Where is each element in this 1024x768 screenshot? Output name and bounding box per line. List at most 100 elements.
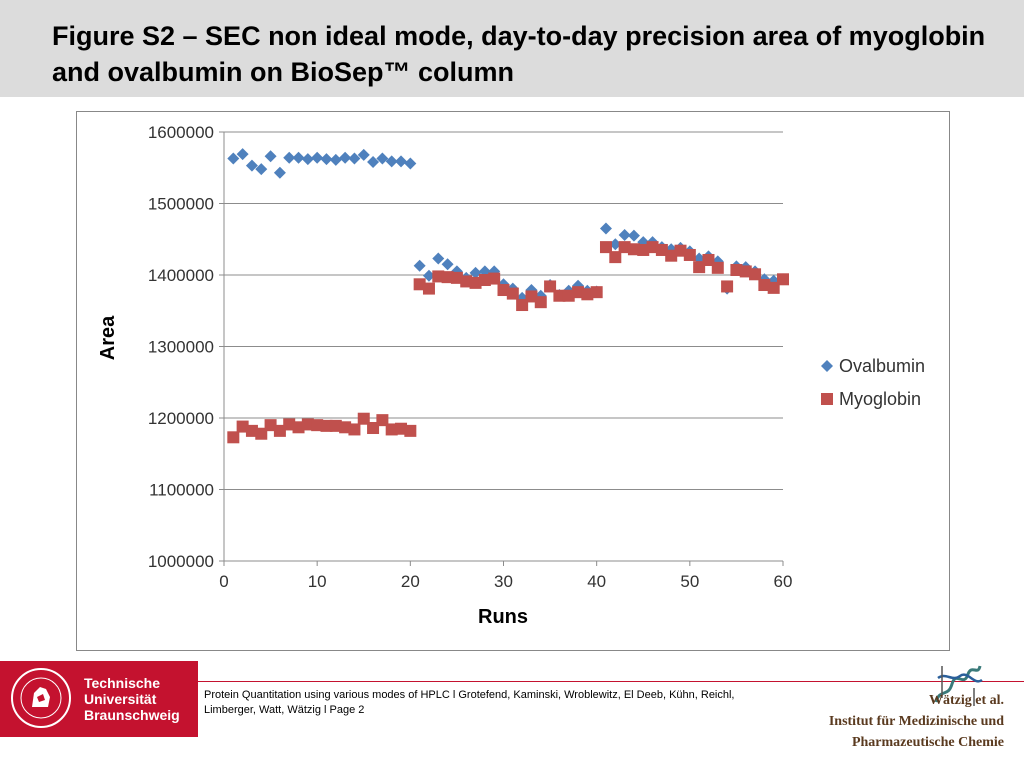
myoglobin-point [618, 241, 631, 254]
data-points [227, 148, 789, 444]
myoglobin-point [460, 275, 473, 288]
ovalbumin-point [273, 166, 286, 179]
myoglobin-point [376, 414, 389, 427]
university-name-line-3: Braunschweig [84, 707, 180, 723]
myoglobin-point [749, 268, 762, 281]
y-tick-label: 1400000 [148, 266, 214, 285]
grid-lines [224, 131, 783, 562]
myoglobin-point [450, 271, 463, 284]
university-logo: Technische Universität Braunschweig [0, 661, 198, 737]
ovalbumin-point [357, 148, 370, 161]
ovalbumin-point [283, 151, 296, 164]
slide-title: Figure S2 – SEC non ideal mode, day-to-d… [52, 21, 986, 87]
myoglobin-point [311, 419, 324, 432]
myoglobin-point [339, 421, 352, 434]
ovalbumin-point [348, 152, 361, 165]
myoglobin-point [562, 289, 575, 302]
institute-line-2: Pharmazeutische Chemie [851, 735, 1004, 750]
ovalbumin-point [264, 150, 277, 163]
ovalbumin-point [301, 153, 314, 166]
myoglobin-point [395, 422, 408, 435]
myoglobin-point [227, 431, 240, 444]
legend: Ovalbumin Myoglobin [821, 356, 925, 409]
x-tick-label: 10 [308, 572, 327, 591]
myoglobin-point [581, 288, 594, 301]
citation-line-1: Protein Quantitation using various modes… [204, 689, 735, 701]
myoglobin-point [693, 261, 706, 274]
x-tick-label: 40 [587, 572, 606, 591]
myoglobin-point [488, 272, 501, 285]
ovalbumin-point [395, 155, 408, 168]
ovalbumin-point [609, 238, 622, 251]
y-axis-label: Area [97, 315, 119, 360]
myoglobin-point [525, 290, 538, 303]
x-tick-label: 50 [680, 572, 699, 591]
ovalbumin-point [255, 163, 268, 176]
ovalbumin-point [422, 269, 435, 282]
ovalbumin-point [599, 222, 612, 235]
university-name: Technische Universität Braunschweig [84, 675, 180, 723]
x-tick-labels: 0 10 20 30 40 50 60 [219, 572, 792, 591]
myoglobin-point [534, 296, 547, 309]
y-tick-label: 1500000 [148, 195, 214, 214]
ovalbumin-point [329, 153, 342, 166]
myoglobin-point [422, 282, 435, 295]
myoglobin-point [683, 248, 696, 261]
ovalbumin-point [320, 153, 333, 166]
myoglobin-point [301, 418, 314, 431]
ovalbumin-point [441, 258, 454, 271]
myoglobin-point [413, 278, 426, 291]
x-tick-label: 60 [774, 572, 793, 591]
scatter-chart: 1000000 1100000 1200000 1300000 1400000 15000… [97, 123, 925, 628]
legend-myoglobin-symbol [821, 393, 833, 405]
myoglobin-point [711, 261, 724, 274]
university-name-line-1: Technische [84, 675, 160, 691]
myoglobin-point [385, 423, 398, 436]
legend-ovalbumin-symbol [821, 360, 833, 372]
title-bar [0, 0, 1024, 97]
myoglobin-point [292, 421, 305, 434]
ovalbumin-point [236, 148, 249, 161]
myoglobin-point [329, 419, 342, 432]
x-axis-label: Runs [478, 606, 528, 628]
myoglobin-point [767, 281, 780, 294]
myoglobin-point [553, 289, 566, 302]
institute-line-1: Institut für Medizinische und [828, 714, 1004, 729]
ovalbumin-point [367, 156, 380, 169]
myoglobin-point [255, 427, 268, 440]
myoglobin-point [441, 271, 454, 284]
myoglobin-point [609, 251, 622, 264]
university-seal-icon [11, 668, 71, 728]
myoglobin-point [404, 424, 417, 437]
y-tick-label: 1000000 [148, 552, 214, 571]
myoglobin-point [599, 241, 612, 254]
y-tick-label: 1200000 [148, 409, 214, 428]
legend-ovalbumin-label: Ovalbumin [839, 356, 925, 376]
author-name: Wätzig et al. [928, 693, 1004, 708]
ovalbumin-point [404, 157, 417, 170]
myoglobin-point [264, 419, 277, 432]
citation-line-2: Limberger, Watt, Wätzig l Page 2 [204, 704, 365, 716]
myoglobin-point [590, 286, 603, 299]
myoglobin-point [273, 424, 286, 437]
myoglobin-point [357, 412, 370, 425]
university-name-line-2: Universität [84, 691, 157, 707]
ovalbumin-point [469, 266, 482, 279]
footer-divider [198, 681, 1024, 682]
chart-frame: 1000000 1100000 1200000 1300000 1400000 15000… [76, 111, 950, 651]
ovalbumin-point [385, 155, 398, 168]
myoglobin-point [665, 249, 678, 262]
ovalbumin-point [413, 259, 426, 272]
ovalbumin-point [525, 284, 538, 297]
ovalbumin-point [227, 152, 240, 165]
footer-citation: Protein Quantitation using various modes… [204, 688, 794, 718]
x-tick-label: 0 [219, 572, 228, 591]
myoglobin-point [478, 274, 491, 287]
myoglobin-point [655, 243, 668, 256]
myoglobin-point [516, 299, 529, 312]
myoglobin-point [506, 287, 519, 300]
myoglobin-point [320, 419, 333, 432]
ovalbumin-point [627, 229, 640, 242]
y-tick-label: 1100000 [149, 481, 214, 500]
myoglobin-point [637, 243, 650, 256]
